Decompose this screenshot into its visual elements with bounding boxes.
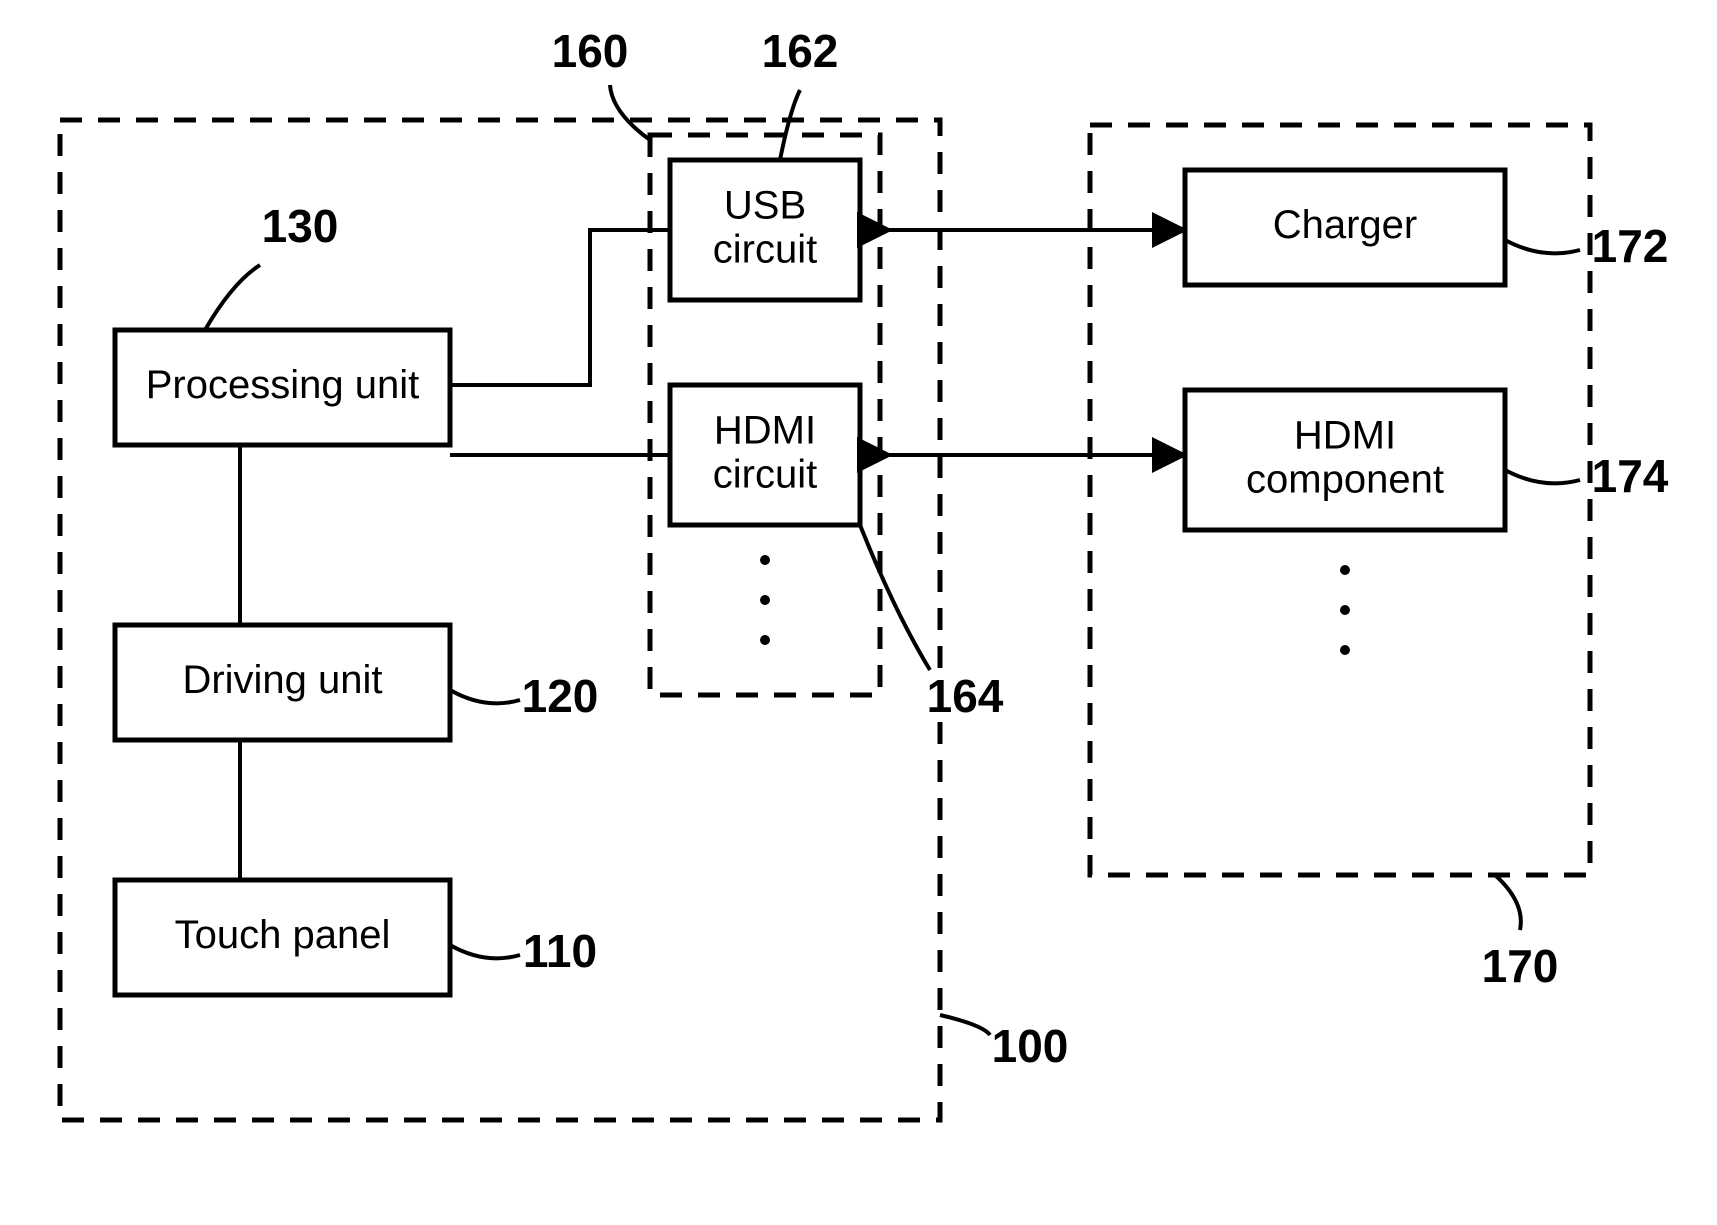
lead-iface [610, 85, 650, 140]
ref-driving: 120 [522, 670, 599, 722]
label2-usb: circuit [713, 228, 817, 272]
lead-processing [205, 265, 260, 330]
label1-processing: Processing unit [146, 363, 419, 407]
label1-hdmi_comp: HDMI [1294, 414, 1396, 458]
vdots-0-dot-1 [760, 595, 770, 605]
ref-processing: 130 [262, 200, 339, 252]
ref-ext: 170 [1482, 940, 1559, 992]
vdots-0-dot-2 [760, 635, 770, 645]
ref-iface: 160 [552, 25, 629, 77]
ref-usb: 162 [762, 25, 839, 77]
label1-charger: Charger [1273, 203, 1418, 247]
ref-device: 100 [992, 1020, 1069, 1072]
label1-usb: USB [724, 184, 806, 228]
ref-hdmi: 164 [927, 670, 1004, 722]
lead-usb [780, 90, 800, 160]
vdots-1-dot-2 [1340, 645, 1350, 655]
vdots-0-dot-0 [760, 555, 770, 565]
ref-charger: 172 [1592, 220, 1669, 272]
lead-hdmi_comp [1505, 470, 1580, 483]
ref-touch: 110 [523, 925, 597, 977]
label1-touch: Touch panel [175, 913, 391, 957]
lead-hdmi [860, 525, 930, 670]
label2-hdmi_comp: component [1246, 458, 1444, 502]
label1-hdmi: HDMI [714, 409, 816, 453]
lead-charger [1505, 240, 1580, 253]
label1-driving: Driving unit [182, 658, 382, 702]
lead-ext [1495, 875, 1521, 930]
lead-touch [450, 945, 520, 958]
vdots-1-dot-1 [1340, 605, 1350, 615]
label2-hdmi: circuit [713, 453, 817, 497]
lead-device [940, 1015, 990, 1035]
vdots-1-dot-0 [1340, 565, 1350, 575]
lead-driving [450, 690, 520, 703]
conn-0 [450, 230, 670, 385]
ref-hdmi_comp: 174 [1592, 450, 1669, 502]
